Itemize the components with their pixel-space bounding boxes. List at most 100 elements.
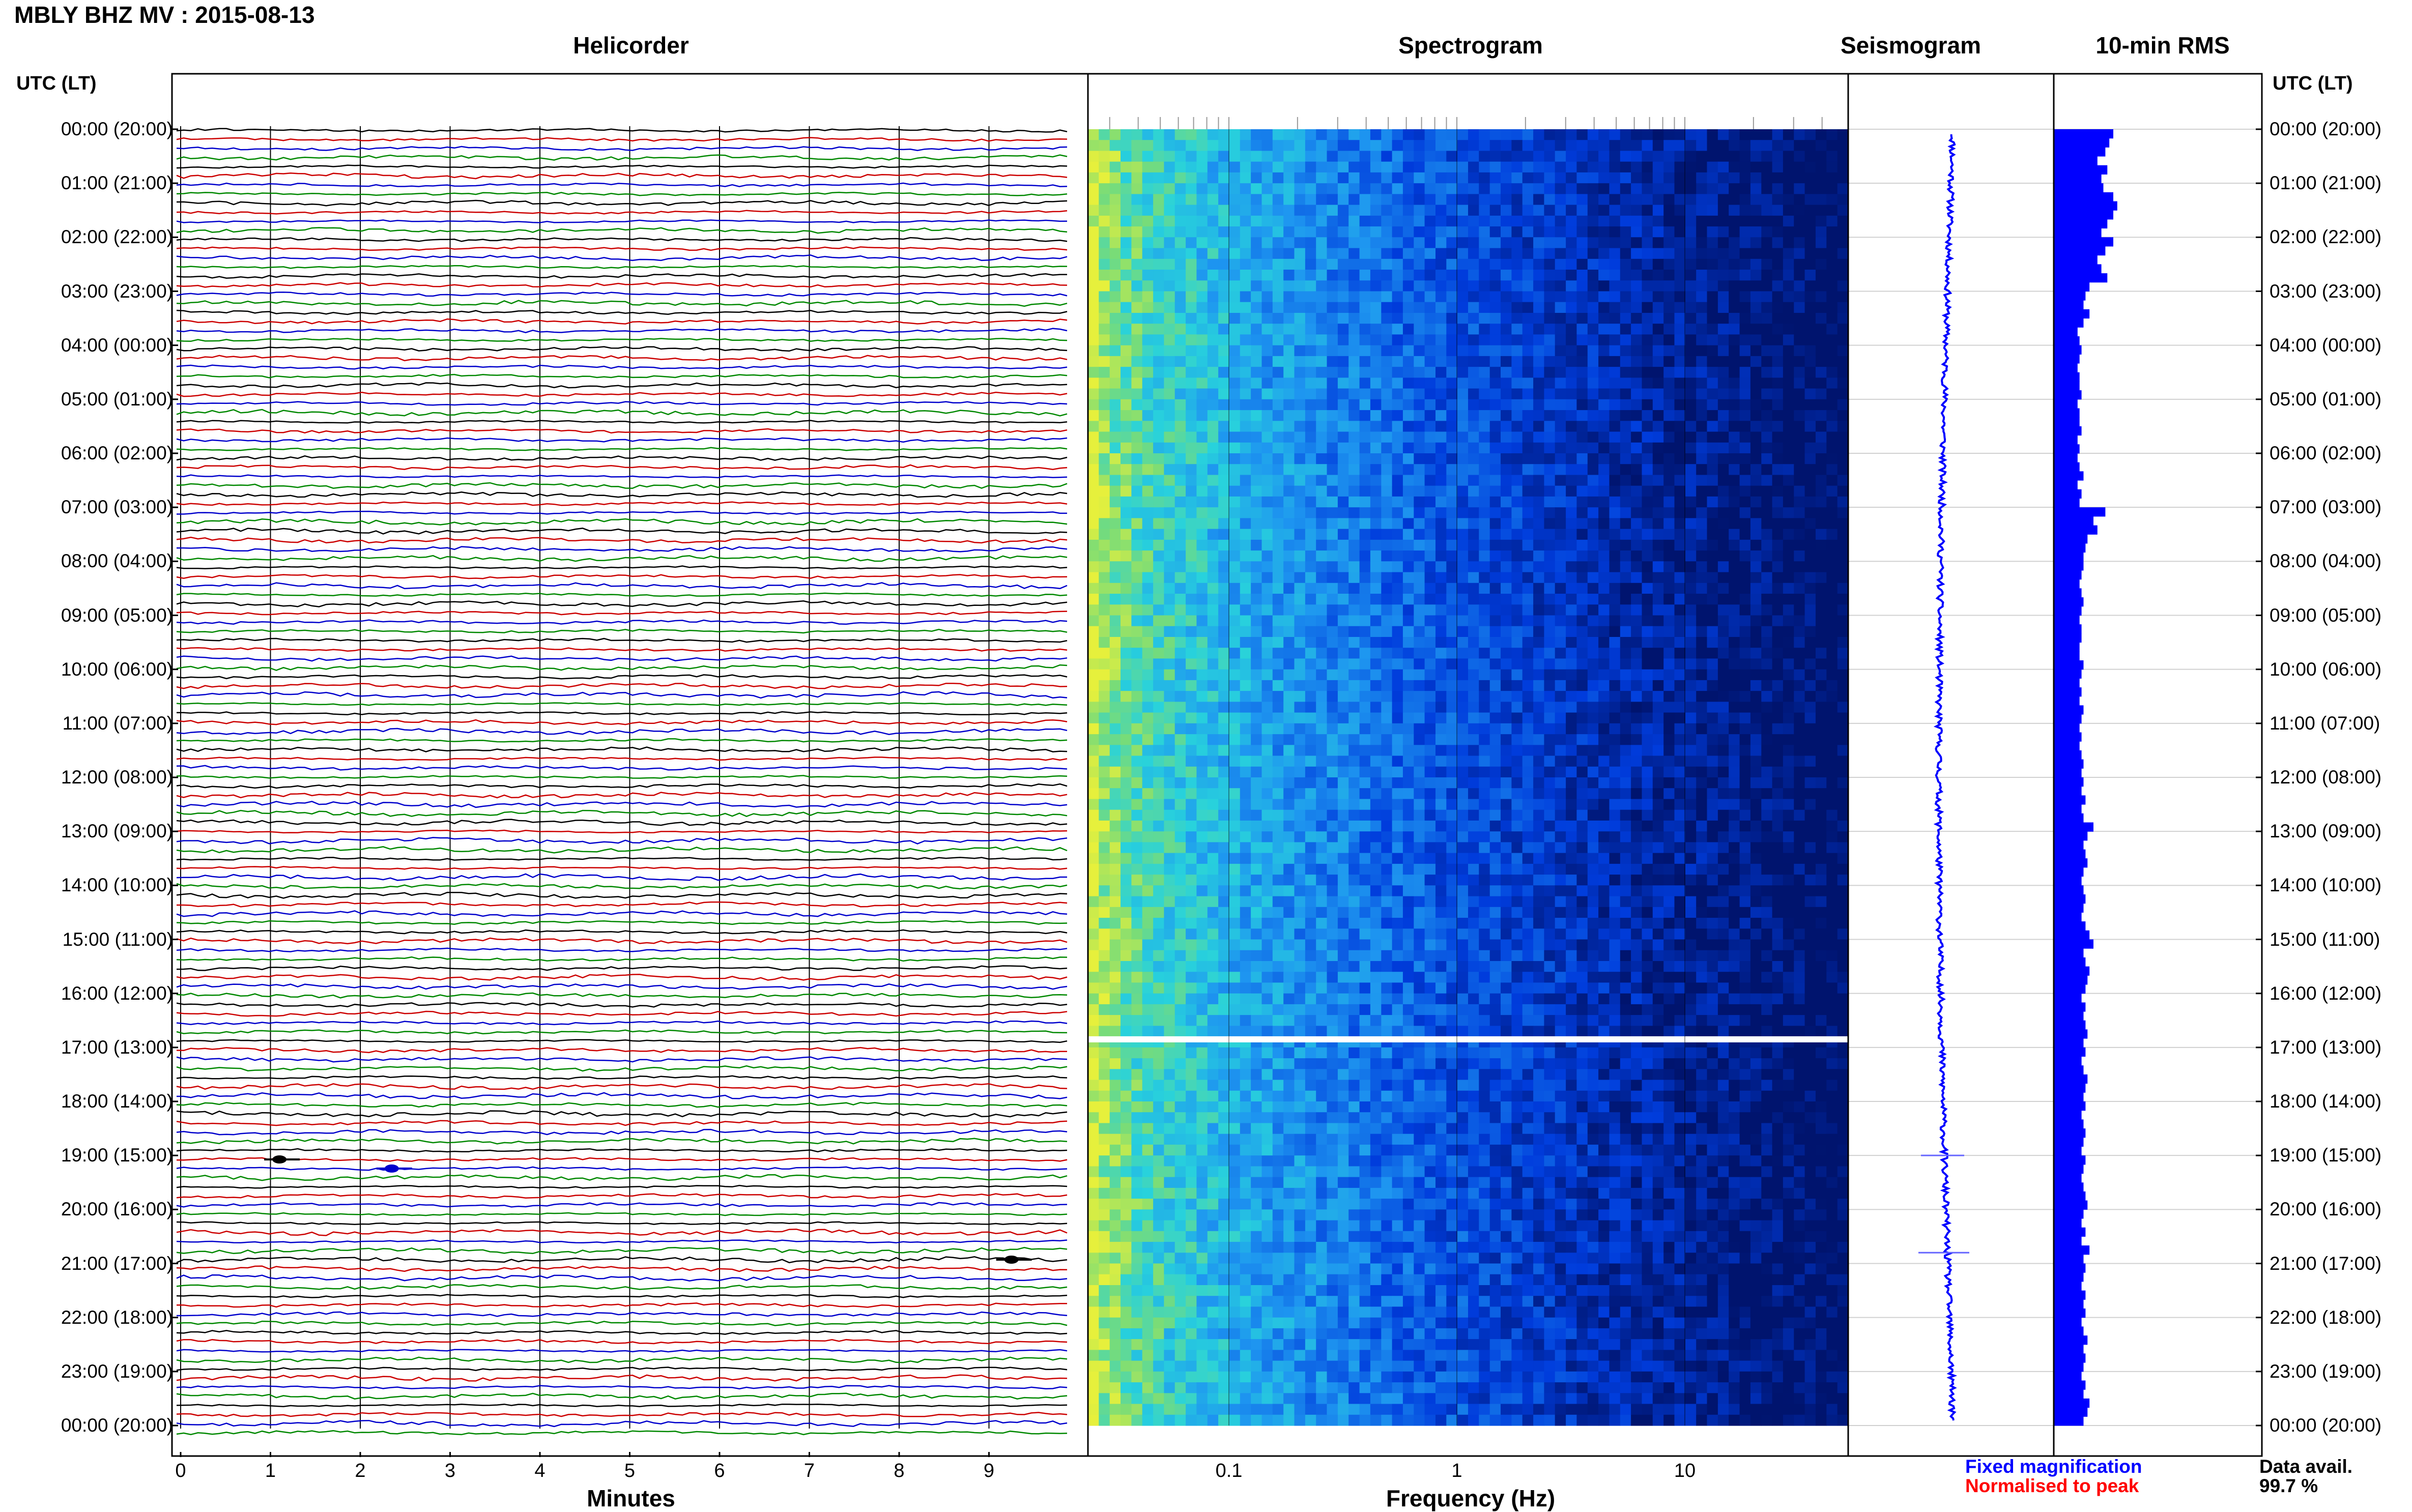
spectrogram-cell xyxy=(1110,475,1121,486)
spectrogram-cell xyxy=(1457,324,1469,335)
spectrogram-cell xyxy=(1273,831,1284,842)
spectrogram-cell xyxy=(1175,302,1186,313)
spectrogram-cell xyxy=(1240,432,1251,443)
spectrogram-cell xyxy=(1414,453,1425,464)
spectrogram-cell xyxy=(1088,604,1099,616)
spectrogram-cell xyxy=(1218,162,1229,173)
spectrogram-cell xyxy=(1153,399,1164,411)
spectrogram-cell xyxy=(1620,550,1631,562)
spectrogram-cell xyxy=(1348,324,1360,335)
spectrogram-cell xyxy=(1816,421,1827,432)
spectrogram-cell xyxy=(1208,616,1219,627)
spectrogram-cell xyxy=(1837,280,1849,292)
spectrogram-cell xyxy=(1392,572,1403,584)
spectrogram-cell xyxy=(1610,518,1621,529)
spectrogram-cell xyxy=(1576,648,1588,659)
spectrogram-cell xyxy=(1490,550,1501,562)
spectrogram-cell xyxy=(1435,302,1447,313)
spectrogram-cell xyxy=(1598,475,1610,486)
spectrogram-cell xyxy=(1675,788,1686,799)
spectrogram-cell xyxy=(1588,292,1599,303)
spectrogram-cell xyxy=(1675,356,1686,367)
spectrogram-cell xyxy=(1175,324,1186,335)
spectrogram-cell xyxy=(1598,648,1610,659)
spectrogram-cell xyxy=(1620,507,1631,518)
spectrogram-cell xyxy=(1576,637,1588,648)
spectrogram-cell xyxy=(1229,756,1241,767)
spectrogram-cell xyxy=(1533,140,1544,151)
spectrogram-cell xyxy=(1131,194,1142,205)
spectrogram-cell xyxy=(1327,594,1338,605)
spectrogram-cell xyxy=(1186,723,1197,735)
spectrogram-cell xyxy=(1381,443,1392,454)
spectrogram-cell xyxy=(1110,583,1121,594)
spectrogram-cell xyxy=(1262,691,1273,702)
spectrogram-cell xyxy=(1338,226,1349,238)
spectrogram-cell xyxy=(1468,604,1479,616)
spectrogram-cell xyxy=(1208,313,1219,324)
spectrogram-cell xyxy=(1338,432,1349,443)
spectrogram-cell xyxy=(1392,453,1403,464)
spectrogram-cell xyxy=(1338,151,1349,162)
spectrogram-cell xyxy=(1794,767,1805,778)
spectrogram-cell xyxy=(1663,518,1675,529)
spectrogram-cell xyxy=(1588,713,1599,724)
spectrogram-cell xyxy=(1196,540,1208,551)
spectrogram-cell xyxy=(1740,172,1751,184)
spectrogram-cell xyxy=(1750,767,1762,778)
spectrogram-cell xyxy=(1457,777,1469,789)
spectrogram-cell xyxy=(1381,324,1392,335)
spectrogram-cell xyxy=(1175,129,1186,140)
spectrogram-cell xyxy=(1555,497,1566,508)
spectrogram-cell xyxy=(1327,140,1338,151)
spectrogram-cell xyxy=(1196,313,1208,324)
spectrogram-cell xyxy=(1099,550,1110,562)
spectrogram-cell xyxy=(1555,356,1566,367)
spectrogram-cell xyxy=(1229,670,1241,681)
spectrogram-cell xyxy=(1283,292,1295,303)
spectrogram-cell xyxy=(1511,702,1523,713)
spectrogram-cell xyxy=(1598,604,1610,616)
spectrogram-cell xyxy=(1479,745,1490,756)
spectrogram-cell xyxy=(1826,658,1837,670)
spectrogram-cell xyxy=(1555,713,1566,724)
spectrogram-cell xyxy=(1121,453,1132,464)
helicorder-trace xyxy=(177,1076,1067,1080)
spectrogram-cell xyxy=(1435,583,1447,594)
spectrogram-cell xyxy=(1642,205,1653,216)
spectrogram-cell xyxy=(1208,151,1219,162)
spectrogram-cell xyxy=(1750,226,1762,238)
spectrogram-cell xyxy=(1218,626,1229,637)
spectrogram-cell xyxy=(1653,616,1664,627)
spectrogram-cell xyxy=(1490,583,1501,594)
spectrogram-cell xyxy=(1186,637,1197,648)
spectrogram-cell xyxy=(1229,810,1241,821)
spectrogram-cell xyxy=(1620,540,1631,551)
spectrogram-cell xyxy=(1707,324,1718,335)
spectrogram-cell xyxy=(1316,626,1327,637)
spectrogram-cell xyxy=(1598,507,1610,518)
spectrogram-cell xyxy=(1110,648,1121,659)
spectrogram-cell xyxy=(1826,767,1837,778)
spectrogram-cell xyxy=(1403,183,1414,194)
spectrogram-cell xyxy=(1392,292,1403,303)
spectrogram-cell xyxy=(1523,788,1534,799)
spectrogram-cell xyxy=(1295,399,1306,411)
spectrogram-cell xyxy=(1490,172,1501,184)
spectrogram-cell xyxy=(1544,421,1555,432)
spectrogram-cell xyxy=(1457,540,1469,551)
spectrogram-cell xyxy=(1663,248,1675,259)
spectrogram-cell xyxy=(1783,194,1794,205)
spectrogram-cell xyxy=(1414,691,1425,702)
spectrogram-cell xyxy=(1610,616,1621,627)
spectrogram-cell xyxy=(1403,334,1414,345)
spectrogram-cell xyxy=(1761,410,1772,421)
spectrogram-cell xyxy=(1110,777,1121,789)
spectrogram-cell xyxy=(1316,550,1327,562)
spectrogram-cell xyxy=(1153,162,1164,173)
spectrogram-cell xyxy=(1794,648,1805,659)
spectrogram-cell xyxy=(1283,497,1295,508)
spectrogram-cell xyxy=(1490,842,1501,853)
spectrogram-cell xyxy=(1826,389,1837,400)
spectrogram-cell xyxy=(1196,745,1208,756)
